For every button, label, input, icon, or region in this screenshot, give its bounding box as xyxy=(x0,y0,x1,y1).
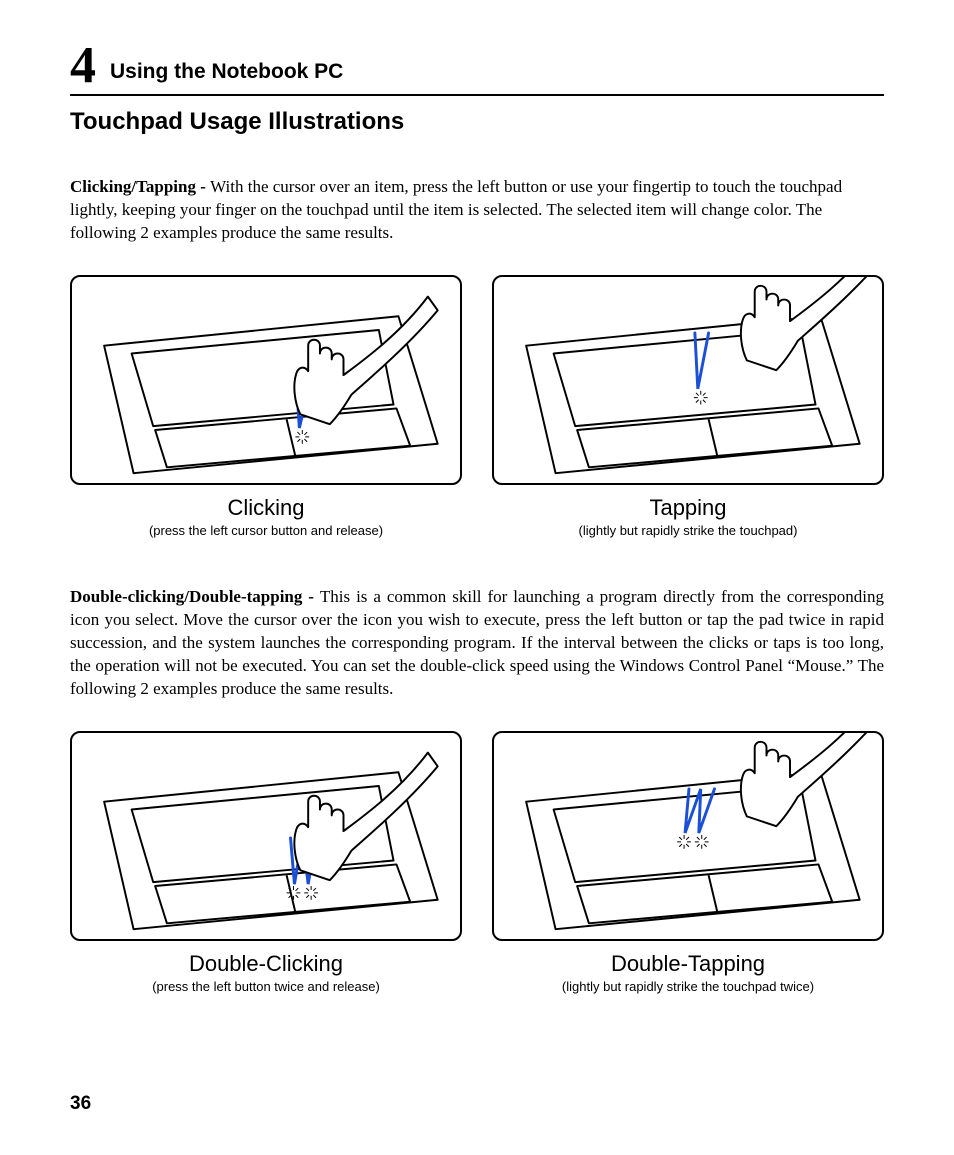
figure-label: Clicking xyxy=(227,495,304,521)
figure-clicking: Clicking (press the left cursor button a… xyxy=(70,275,462,538)
section-title: Touchpad Usage Illustrations xyxy=(70,108,884,136)
chapter-header: 4 Using the Notebook PC xyxy=(70,40,884,96)
figure-sublabel: (lightly but rapidly strike the touchpad… xyxy=(562,979,814,994)
illustration-double-clicking xyxy=(70,731,462,941)
figure-row-double: Double-Clicking (press the left button t… xyxy=(70,731,884,994)
paragraph-lead: Double-clicking/Double-tapping - xyxy=(70,587,320,606)
figure-double-tapping: Double-Tapping (lightly but rapidly stri… xyxy=(492,731,884,994)
paragraph-clicking-tapping: Clicking/Tapping - With the cursor over … xyxy=(70,176,884,245)
figure-label: Double-Clicking xyxy=(189,951,343,977)
illustration-double-tapping xyxy=(492,731,884,941)
figure-sublabel: (press the left button twice and release… xyxy=(152,979,380,994)
figure-sublabel: (press the left cursor button and releas… xyxy=(149,523,383,538)
chapter-title: Using the Notebook PC xyxy=(110,60,343,84)
figure-label: Tapping xyxy=(649,495,726,521)
paragraph-lead: Clicking/Tapping - xyxy=(70,177,210,196)
figure-row-single: Clicking (press the left cursor button a… xyxy=(70,275,884,538)
illustration-clicking xyxy=(70,275,462,485)
illustration-tapping xyxy=(492,275,884,485)
paragraph-double-clicking-tapping: Double-clicking/Double-tapping - This is… xyxy=(70,586,884,701)
figure-tapping: Tapping (lightly but rapidly strike the … xyxy=(492,275,884,538)
figure-double-clicking: Double-Clicking (press the left button t… xyxy=(70,731,462,994)
page-number: 36 xyxy=(70,1093,91,1115)
figure-label: Double-Tapping xyxy=(611,951,765,977)
figure-sublabel: (lightly but rapidly strike the touchpad… xyxy=(579,523,798,538)
chapter-number: 4 xyxy=(70,40,96,92)
